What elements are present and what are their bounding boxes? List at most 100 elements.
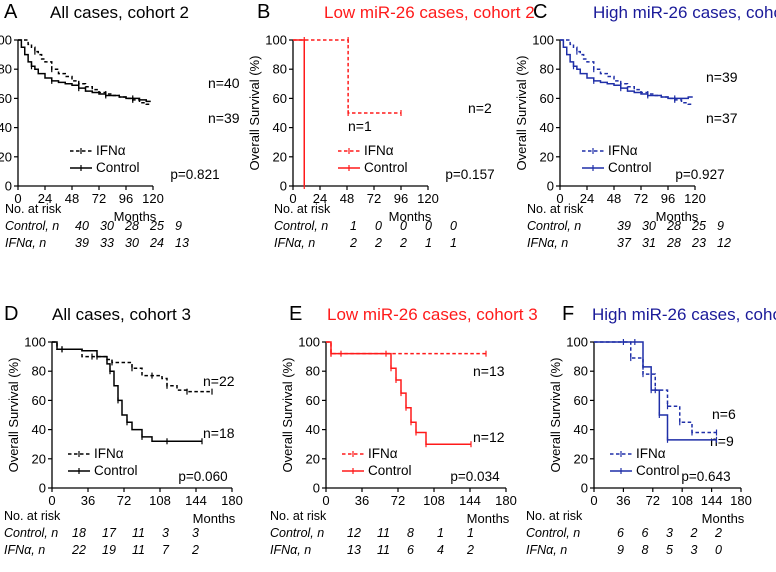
x-tick-label: 108	[423, 493, 445, 508]
x-tick-label: 72	[92, 191, 106, 206]
risk-value: 39	[75, 236, 89, 250]
x-tick-label: 0	[14, 191, 21, 206]
legend-label: Control	[364, 160, 408, 175]
panel-title: All cases, cohort 3	[52, 305, 191, 324]
y-tick-label: 0	[547, 179, 554, 194]
y-tick-label: 40	[32, 422, 46, 437]
legend-label: Control	[608, 160, 652, 175]
x-tick-label: 24	[38, 191, 52, 206]
x-tick-label: 180	[495, 493, 517, 508]
risk-value: 13	[175, 236, 189, 250]
x-tick-label: 72	[117, 493, 131, 508]
risk-value: 6	[407, 543, 414, 557]
risk-value: 31	[642, 236, 656, 250]
x-axis-label: Months	[467, 511, 510, 526]
curve-control	[326, 341, 471, 445]
risk-value: 1	[450, 236, 457, 250]
legend-label: Control	[368, 463, 412, 478]
risk-value: 1	[467, 526, 474, 540]
y-tick-label: 20	[273, 149, 287, 164]
x-tick-label: 108	[671, 493, 693, 508]
y-tick-label: 40	[540, 120, 554, 135]
risk-row-label: Control, n	[526, 526, 580, 540]
risk-value: 5	[666, 543, 673, 557]
panel-a: A All cases, cohort 2 0 20 40 60 80 100 0 24 48 72 9…	[0, 1, 240, 250]
risk-value: 8	[642, 543, 649, 557]
y-tick-label: 0	[39, 481, 46, 496]
n-label: n=1	[348, 118, 372, 134]
risk-value: 1	[437, 526, 444, 540]
risk-value: 2	[374, 236, 382, 250]
panel-letter: C	[533, 1, 547, 23]
risk-value: 2	[399, 236, 407, 250]
y-tick-label: 40	[273, 120, 287, 135]
x-tick-label: 0	[590, 493, 597, 508]
p-value: p=0.157	[445, 167, 494, 182]
y-tick-label: 40	[306, 422, 320, 437]
p-value: p=0.643	[681, 469, 730, 484]
y-tick-label: 0	[313, 481, 320, 496]
risk-header: No. at risk	[4, 509, 61, 523]
y-tick-label: 20	[574, 451, 588, 466]
risk-value: 18	[72, 526, 86, 540]
risk-value: 3	[666, 526, 673, 540]
risk-row-label: Control, n	[5, 219, 59, 233]
x-tick-label: 72	[634, 191, 648, 206]
panel-letter: D	[4, 303, 18, 325]
risk-value: 0	[450, 219, 457, 233]
n-label: n=40	[208, 75, 240, 91]
panel-title: High miR-26 cases, cohort 3	[592, 305, 776, 324]
x-tick-label: 48	[607, 191, 621, 206]
x-tick-label: 36	[616, 493, 630, 508]
risk-row-label: IFNα, n	[526, 543, 567, 557]
risk-value: 9	[617, 543, 624, 557]
n-label: n=6	[712, 406, 736, 422]
y-axis-label: Overall Survival (%)	[514, 56, 529, 171]
x-axis-label: Months	[702, 511, 745, 526]
x-axis-label: Months	[656, 209, 699, 224]
y-tick-label: 100	[265, 33, 287, 48]
y-tick-label: 60	[273, 91, 287, 106]
curve-ifna	[293, 39, 401, 114]
curve-control	[594, 341, 717, 441]
legend-label: Control	[636, 463, 680, 478]
risk-value: 19	[102, 543, 116, 557]
x-tick-label: 180	[221, 493, 243, 508]
legend-label: IFNα	[368, 446, 398, 461]
p-value: p=0.927	[675, 167, 724, 182]
risk-value: 2	[690, 526, 698, 540]
curve-control	[18, 39, 151, 103]
x-tick-label: 24	[313, 191, 327, 206]
legend-label: IFNα	[636, 446, 666, 461]
y-tick-label: 100	[566, 335, 588, 350]
y-tick-label: 0	[5, 179, 12, 194]
n-label: n=12	[473, 429, 505, 445]
y-axis-label: Overall Survival (%)	[6, 358, 21, 473]
risk-value: 4	[437, 543, 444, 557]
panel-e: E Low miR-26 cases, cohort 3 0 20 40 60 80 100 0…	[270, 303, 538, 557]
panel-letter: F	[562, 303, 574, 325]
n-label: n=39	[706, 69, 738, 85]
risk-row-label: Control, n	[270, 526, 324, 540]
x-tick-label: 144	[459, 493, 481, 508]
risk-value: 3	[192, 526, 199, 540]
risk-value: 22	[71, 543, 86, 557]
risk-value: 2	[714, 526, 722, 540]
y-tick-label: 100	[0, 33, 12, 48]
risk-header: No. at risk	[274, 202, 331, 216]
x-tick-label: 48	[340, 191, 354, 206]
y-tick-label: 20	[540, 149, 554, 164]
legend-label: Control	[96, 160, 140, 175]
risk-value: 28	[666, 219, 681, 233]
risk-row-label: IFNα, n	[5, 236, 46, 250]
y-tick-label: 60	[540, 91, 554, 106]
legend-label: IFNα	[608, 143, 638, 158]
y-tick-label: 20	[306, 451, 320, 466]
risk-value: 6	[642, 526, 649, 540]
y-tick-label: 100	[24, 335, 46, 350]
risk-value: 28	[124, 219, 139, 233]
x-axis-label: Months	[389, 209, 432, 224]
